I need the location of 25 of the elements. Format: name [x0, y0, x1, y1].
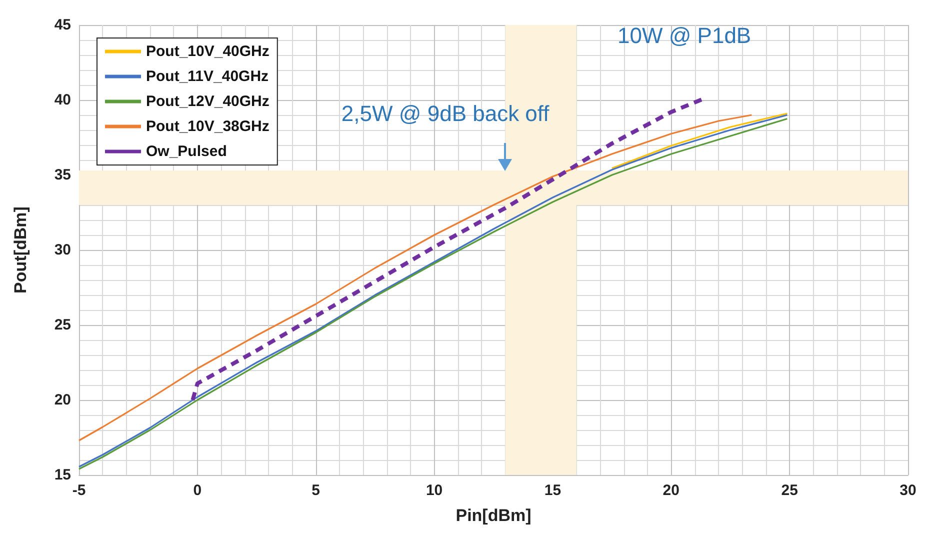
y-tick-label: 15	[54, 466, 71, 484]
y-axis-title: Pout[dBm]	[11, 206, 30, 294]
x-tick-label: 20	[662, 482, 680, 499]
y-tick-label: 20	[54, 392, 71, 408]
x-tick-label: -5	[72, 482, 86, 499]
annotation: 10W @ P1dB	[617, 23, 752, 48]
annotation: 2,5W @ 9dB back off	[341, 101, 550, 126]
x-tick-label: 10	[426, 482, 443, 499]
legend-label: Pout_12V_40GHz	[146, 93, 270, 110]
y-tick-label: 30	[54, 242, 71, 258]
legend-label: Pout_10V_40GHz	[146, 43, 270, 60]
y-tick-label: 45	[54, 16, 71, 34]
y-tick-label: 40	[54, 92, 71, 108]
legend-label: Ow_Pulsed	[146, 143, 227, 160]
line-series	[611, 112, 788, 170]
x-tick-label: 15	[544, 482, 562, 499]
legend-label: Pout_11V_40GHz	[146, 68, 269, 85]
x-tick-label: 25	[781, 482, 798, 499]
x-tick-label: 30	[900, 482, 916, 499]
x-tick-label: 5	[312, 482, 320, 499]
legend-label: Pout_10V_38GHz	[146, 118, 270, 135]
x-tick-label: 0	[193, 482, 202, 499]
x-axis-title: Pin[dBm]	[456, 506, 532, 525]
y-tick-label: 35	[54, 166, 71, 184]
y-tick-label: 25	[54, 316, 71, 334]
